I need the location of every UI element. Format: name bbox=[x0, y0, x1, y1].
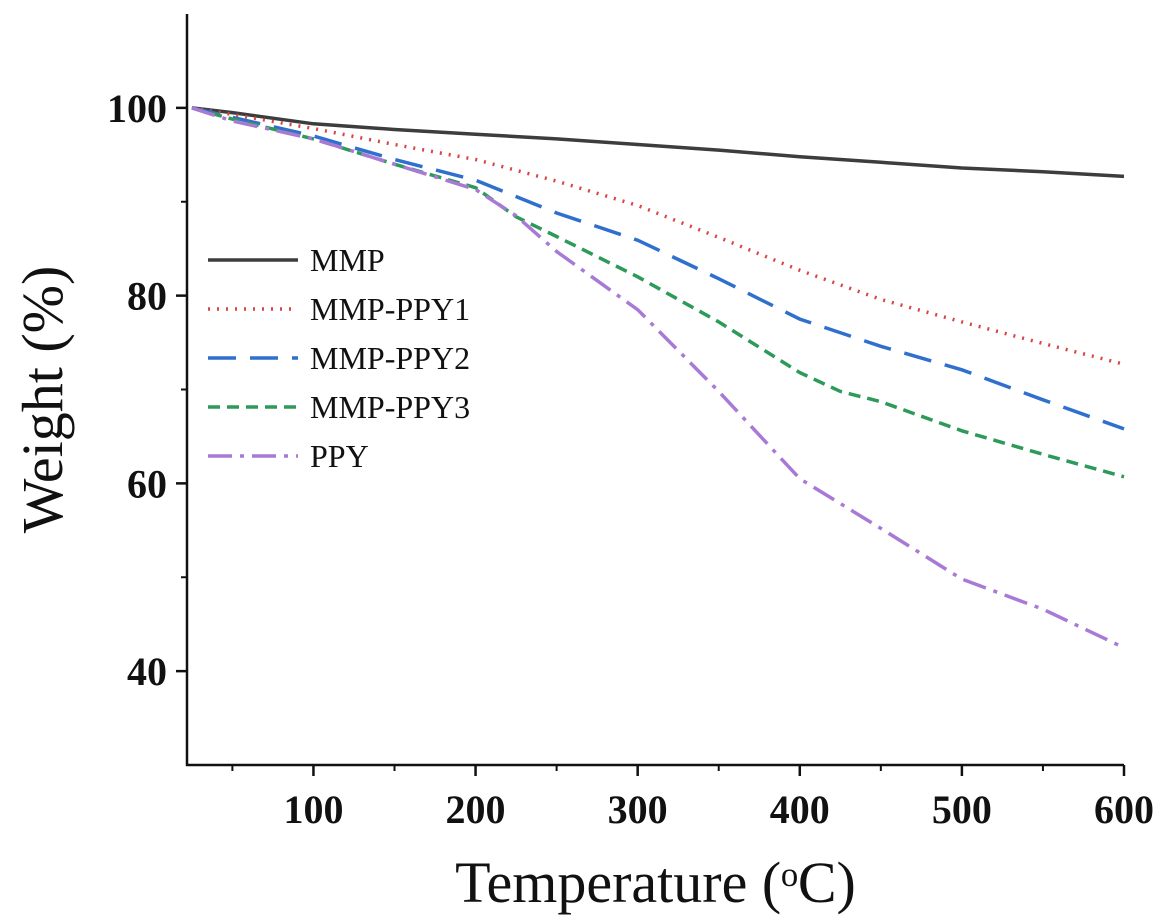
x-axis-title: Temperature (ᵒC) bbox=[455, 850, 856, 915]
x-tick-label: 400 bbox=[770, 787, 830, 832]
y-axis-title: Weight (%) bbox=[10, 266, 75, 534]
x-tick-label: 300 bbox=[608, 787, 668, 832]
y-tick-label: 100 bbox=[107, 86, 167, 131]
legend-label: MMP bbox=[310, 242, 385, 278]
legend-label: MMP-PPY1 bbox=[310, 291, 470, 327]
x-tick-label: 600 bbox=[1094, 787, 1154, 832]
legend-label: MMP-PPY3 bbox=[310, 389, 470, 425]
series-line bbox=[191, 106, 1125, 366]
x-tick-label: 500 bbox=[932, 787, 992, 832]
legend-label: MMP-PPY2 bbox=[310, 340, 470, 376]
y-tick-label: 60 bbox=[127, 461, 167, 506]
series-line bbox=[191, 106, 1125, 179]
series-line bbox=[191, 106, 1125, 650]
x-tick-label: 100 bbox=[283, 787, 343, 832]
x-tick-label: 200 bbox=[446, 787, 506, 832]
y-tick-label: 40 bbox=[127, 649, 167, 694]
legend-label: PPY bbox=[310, 438, 369, 474]
y-tick-label: 80 bbox=[127, 274, 167, 319]
series-line bbox=[191, 106, 1125, 431]
